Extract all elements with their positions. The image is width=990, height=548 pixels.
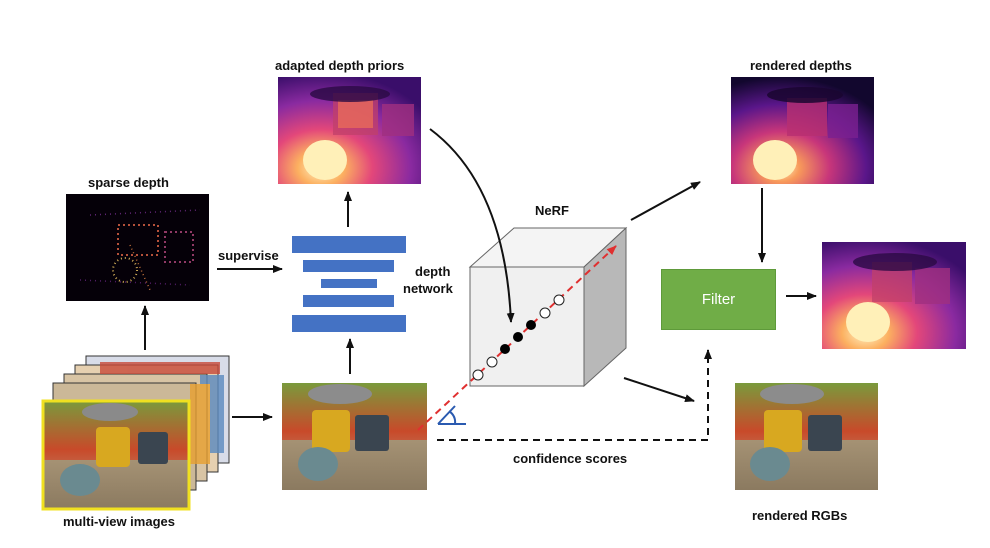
rendered-rgbs-image (735, 383, 878, 490)
supervise-label: supervise (218, 248, 279, 263)
rendered-depths-image (731, 77, 874, 184)
rendered-depths-label: rendered depths (750, 58, 852, 73)
adapted-depth-priors-label: adapted depth priors (275, 58, 405, 73)
camera-ray (417, 245, 617, 431)
depth-network-label-line1: depth (415, 264, 451, 279)
multi-view-images-label: multi-view images (63, 514, 175, 529)
adapted-depth-priors-image (278, 77, 421, 184)
filter-label: Filter (701, 291, 736, 308)
filter-box: Filter (661, 269, 776, 330)
camera-icon (437, 405, 466, 425)
arrows (141, 128, 817, 441)
multi-view-images-stack (41, 355, 230, 511)
depth-network-label-line2: network (403, 281, 453, 296)
rendered-rgbs-label: rendered RGBs (752, 508, 848, 523)
confidence-scores-label: confidence scores (513, 451, 628, 466)
filtered-depth-image (822, 242, 966, 349)
input-rgb-image (282, 383, 427, 490)
sparse-depth-label: sparse depth (88, 175, 169, 190)
nerf-label: NeRF (535, 203, 569, 218)
depth-network-icon (292, 236, 406, 332)
sparse-depth-image (66, 194, 209, 301)
